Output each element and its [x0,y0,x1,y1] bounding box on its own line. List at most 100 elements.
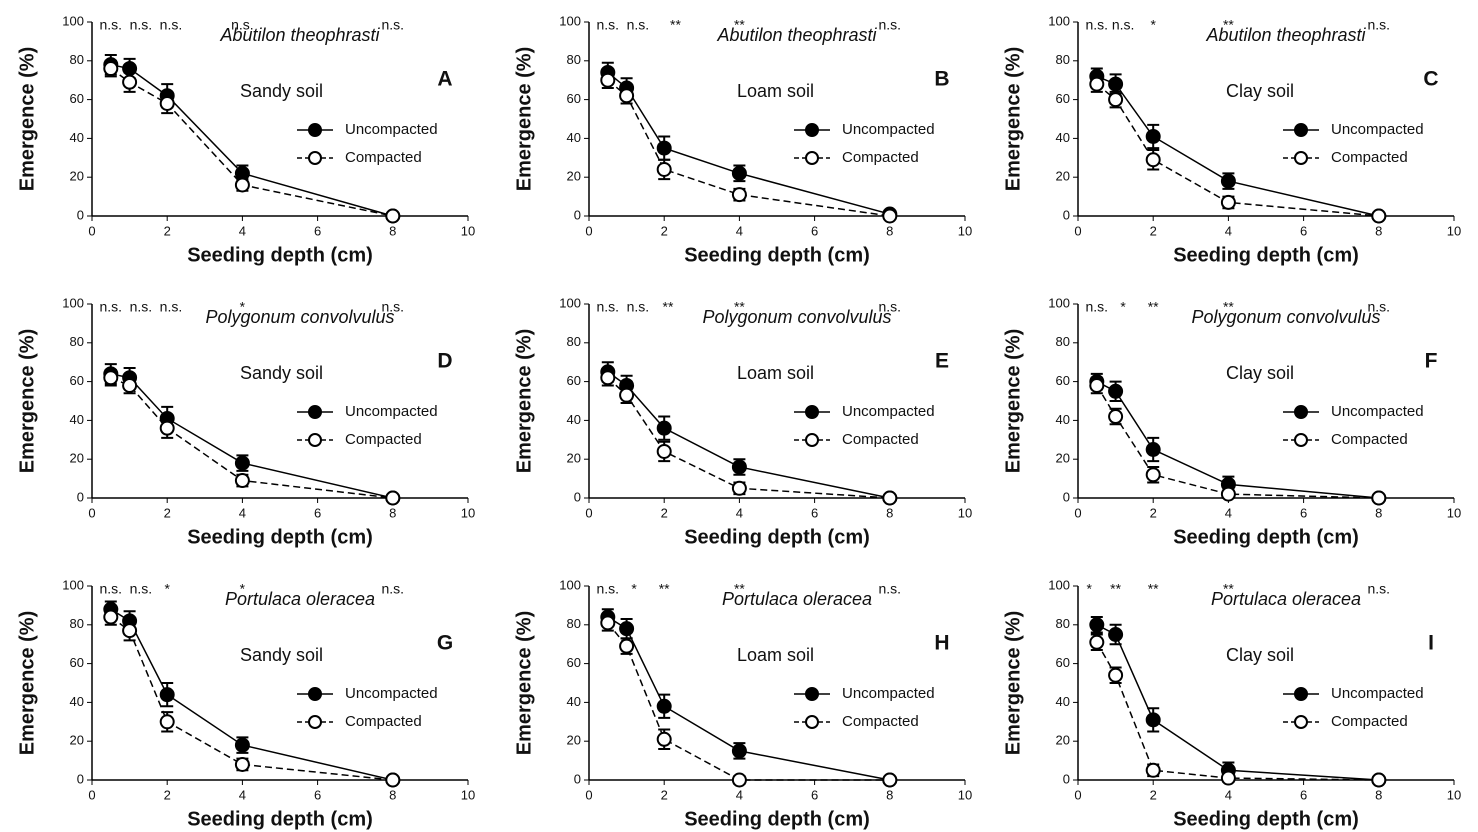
x-tick-label: 4 [736,505,743,520]
x-tick-label: 4 [1225,223,1232,238]
x-tick-label: 6 [314,505,321,520]
species-title: Abutilon theophrasti [219,25,380,45]
data-point [159,420,175,436]
y-tick-label: 80 [1056,616,1070,631]
x-axis-label: Seeding depth (cm) [684,526,870,548]
y-axis-label: Emergence (%) [513,329,535,474]
significance: ** [1148,299,1159,315]
data-point [159,95,175,111]
x-axis-label: Seeding depth (cm) [187,244,373,266]
y-tick-label: 60 [567,373,581,388]
y-tick-label: 0 [1063,207,1070,222]
significance: n.s. [160,299,183,315]
data-point [1089,377,1105,393]
x-tick-label: 8 [1375,223,1382,238]
y-tick-label: 80 [70,616,84,631]
x-tick-label: 10 [1447,505,1461,520]
significance: n.s. [130,581,153,597]
significance: * [164,581,170,597]
x-axis-label: Seeding depth (cm) [1173,244,1359,266]
significance: n.s. [879,299,902,315]
y-tick-label: 100 [62,577,84,592]
data-point [122,377,138,393]
soil-label: Clay soil [1226,645,1294,665]
data-point [1108,92,1124,108]
y-tick-label: 60 [1056,655,1070,670]
y-tick-label: 20 [1056,733,1070,748]
data-point [1145,467,1161,483]
x-tick-label: 0 [585,787,592,802]
y-tick-label: 60 [70,655,84,670]
x-tick-label: 10 [1447,787,1461,802]
data-point [1108,76,1124,92]
y-axis-label: Emergence (%) [16,47,38,192]
species-title: Polygonum convolvulus [1191,307,1380,327]
x-axis-label: Seeding depth (cm) [684,244,870,266]
legend-marker [308,687,322,701]
data-point [656,161,672,177]
x-tick-label: 10 [461,223,475,238]
x-tick-label: 2 [164,787,171,802]
panel-letter: D [437,350,452,373]
data-point [1371,208,1387,224]
legend-label: Uncompacted [1331,403,1424,420]
data-point [882,490,898,506]
significance: n.s. [1086,17,1109,33]
y-tick-label: 0 [1063,489,1070,504]
data-point [731,165,747,181]
y-tick-label: 80 [70,334,84,349]
legend-marker [805,715,819,729]
significance: n.s. [879,581,902,597]
x-tick-label: 6 [314,223,321,238]
y-tick-label: 100 [559,13,581,28]
y-tick-label: 100 [559,295,581,310]
legend-marker [308,405,322,419]
y-tick-label: 40 [567,412,581,427]
data-point [656,443,672,459]
y-tick-label: 100 [1048,577,1070,592]
data-point [656,731,672,747]
significance: n.s. [1368,299,1391,315]
legend-marker [805,433,819,447]
significance: n.s. [130,17,153,33]
data-point [1089,634,1105,650]
x-tick-label: 8 [389,505,396,520]
x-axis-label: Seeding depth (cm) [187,526,373,548]
y-tick-label: 80 [567,52,581,67]
data-point [1220,486,1236,502]
legend-marker [805,405,819,419]
x-tick-label: 0 [585,505,592,520]
species-title: Portulaca oleracea [1211,589,1361,609]
significance: n.s. [382,17,405,33]
species-title: Portulaca oleracea [225,589,375,609]
y-tick-label: 0 [574,489,581,504]
data-point [1145,712,1161,728]
data-point [619,88,635,104]
x-tick-label: 6 [811,787,818,802]
x-tick-label: 0 [88,505,95,520]
data-point [122,74,138,90]
x-tick-label: 4 [239,223,246,238]
data-point [103,609,119,625]
x-axis-label: Seeding depth (cm) [1173,808,1359,830]
legend-marker [1294,715,1308,729]
significance: n.s. [100,299,123,315]
y-tick-label: 40 [1056,694,1070,709]
significance: ** [663,299,674,315]
x-tick-label: 0 [1074,223,1081,238]
panel-letter: G [437,632,453,655]
data-point [731,743,747,759]
x-axis-label: Seeding depth (cm) [1173,526,1359,548]
significance: ** [659,581,670,597]
soil-label: Loam soil [737,645,814,665]
soil-label: Clay soil [1226,363,1294,383]
legend-label: Uncompacted [1331,121,1424,138]
significance: * [1150,17,1156,33]
x-tick-label: 4 [239,787,246,802]
y-tick-label: 0 [574,207,581,222]
significance: n.s. [1112,17,1135,33]
significance: n.s. [627,17,650,33]
